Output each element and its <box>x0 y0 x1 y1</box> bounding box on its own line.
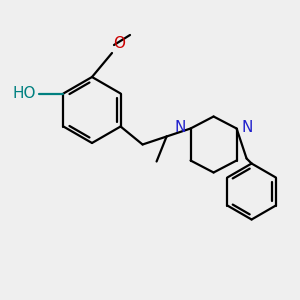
Text: HO: HO <box>13 86 36 101</box>
Text: N: N <box>174 120 186 135</box>
Text: O: O <box>113 36 125 51</box>
Text: N: N <box>242 120 253 135</box>
